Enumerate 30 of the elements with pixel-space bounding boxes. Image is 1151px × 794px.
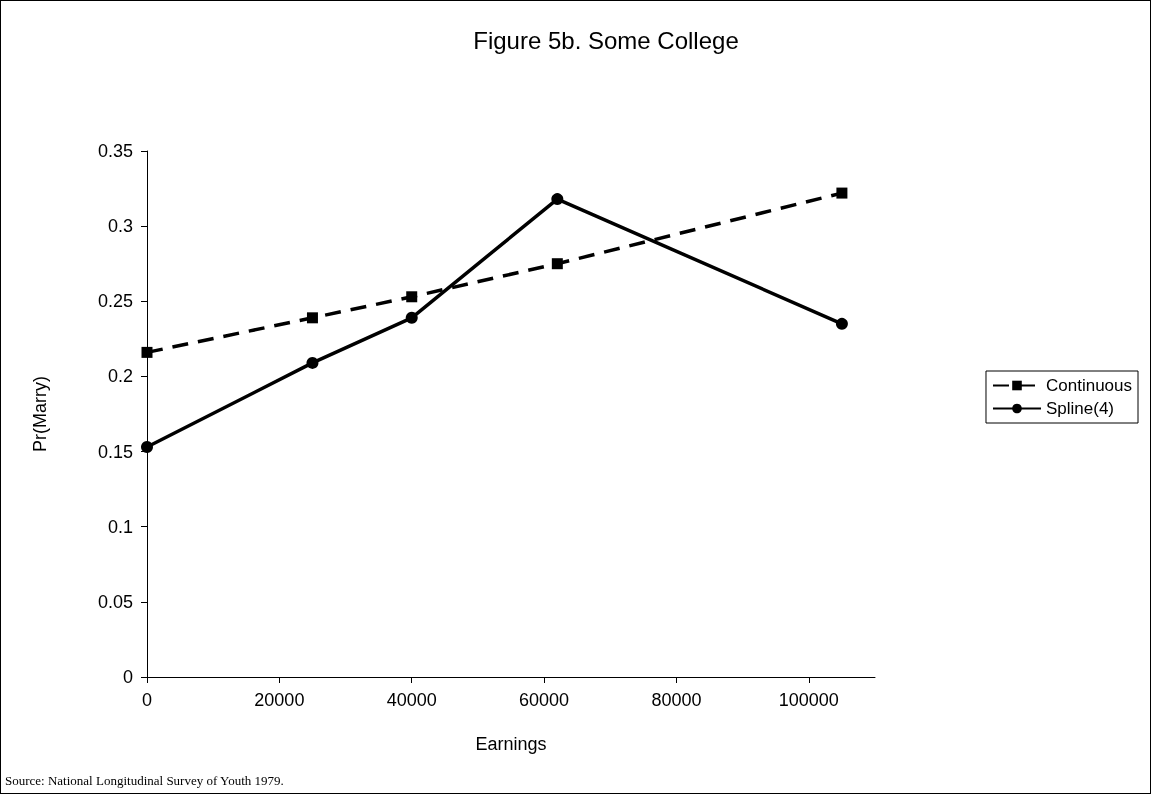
- x-tick-label: 40000: [386, 690, 437, 710]
- point: [406, 291, 418, 303]
- point: [306, 356, 319, 369]
- point: [551, 258, 563, 270]
- point: [141, 441, 153, 454]
- y-tick-label: 0.15: [97, 441, 133, 462]
- y-tick-label: 0.05: [97, 591, 133, 612]
- y-tick-label: 0: [122, 667, 133, 687]
- point: [836, 187, 848, 199]
- y-tick-label: 0.3: [107, 216, 133, 237]
- x-tick-label: 80000: [651, 690, 702, 710]
- point: [835, 317, 848, 330]
- y-tick-label: 0.2: [107, 366, 133, 387]
- source-note: Source: National Longitudinal Survey of Youth 1979.: [5, 773, 284, 789]
- legend-label: Continuous: [1046, 376, 1133, 395]
- point: [551, 193, 564, 206]
- x-axis-title: Earnings: [475, 734, 547, 754]
- y-tick-label: 0.1: [107, 516, 133, 537]
- point: [306, 312, 318, 324]
- y-tick-label: 0.25: [97, 291, 133, 312]
- x-tick-label: 0: [141, 690, 153, 710]
- x-tick-label: 60000: [519, 690, 570, 710]
- y-axis-title: Pr(Marry): [30, 376, 50, 452]
- chart-title: Figure 5b. Some College: [473, 26, 739, 54]
- legend-label: Spline(4): [1046, 399, 1115, 418]
- y-tick-label: 0.35: [97, 141, 133, 161]
- x-tick-label: 100000: [778, 690, 839, 710]
- x-tick-label: 20000: [254, 690, 305, 710]
- point: [405, 311, 418, 324]
- point: [141, 346, 153, 358]
